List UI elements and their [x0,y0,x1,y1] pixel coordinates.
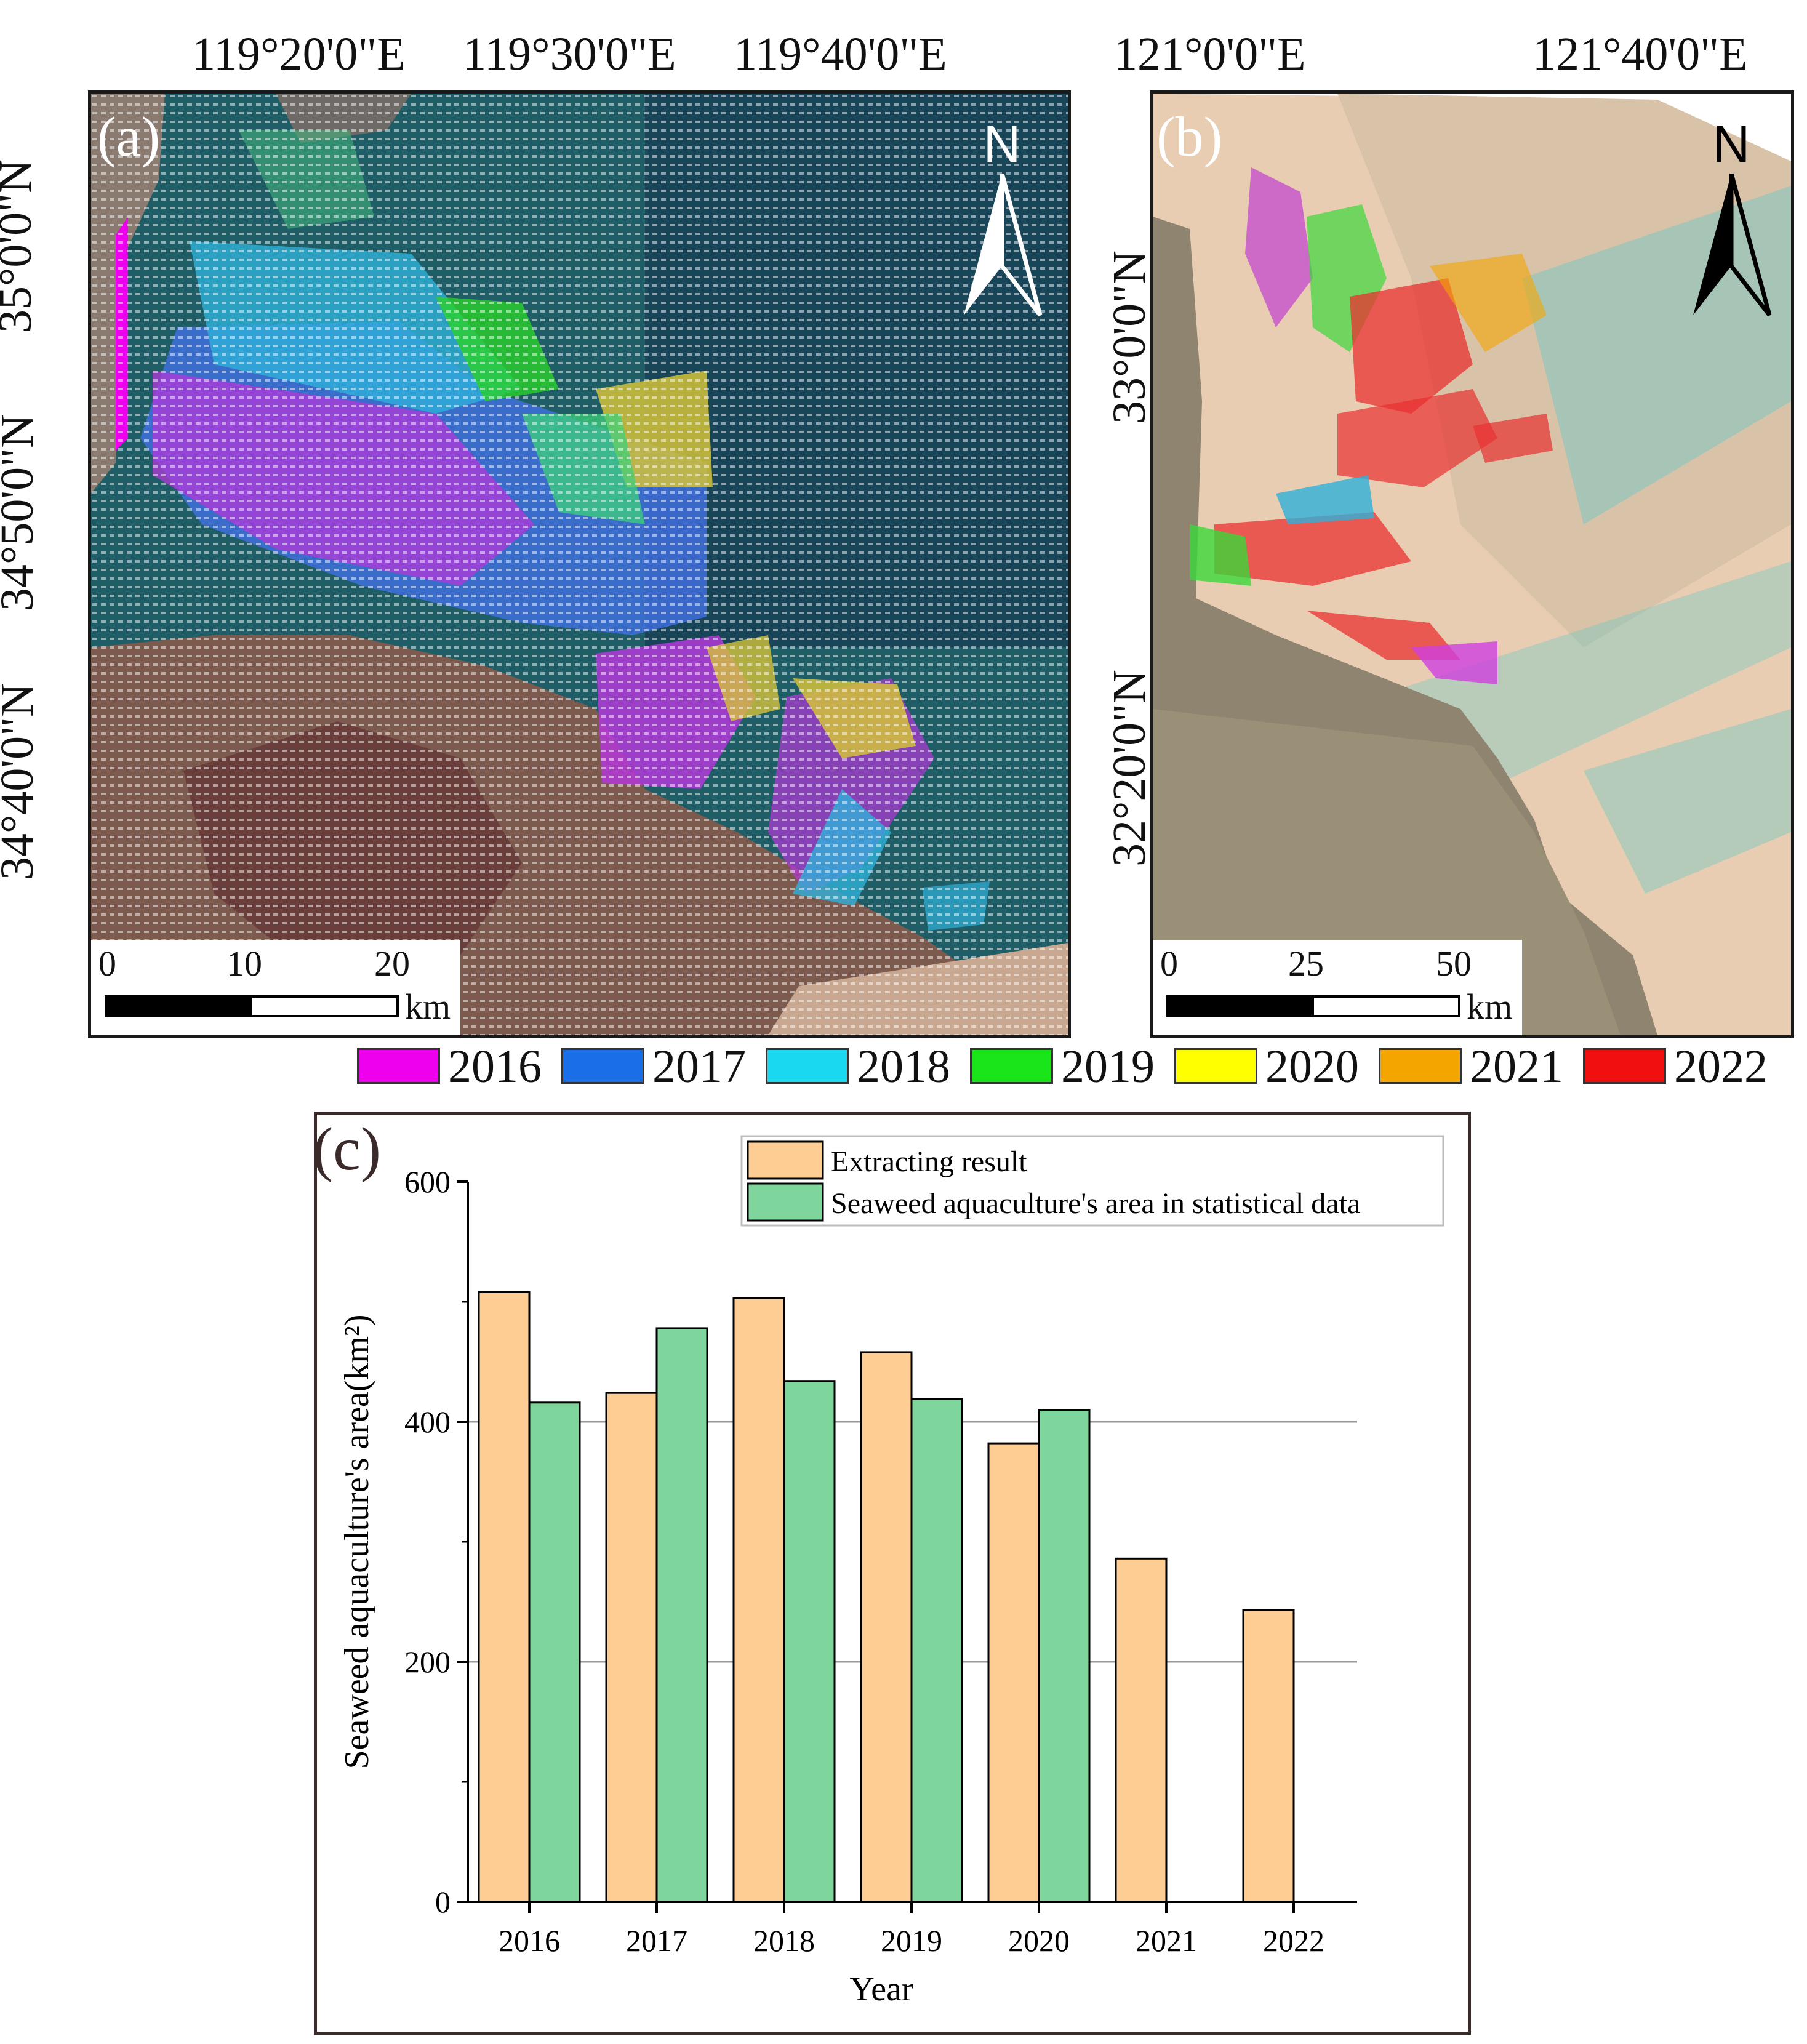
north-arrow-icon [1693,174,1772,317]
legend-swatch [357,1048,440,1084]
legend-swatch [1174,1048,1257,1084]
bar-extracting-2019 [860,1351,913,1903]
panel-b-lon-tick-1: 121°0'0"E [1114,28,1306,80]
x-tick-label: 2021 [1136,1923,1197,1958]
scale-unit: km [405,987,451,1027]
bar-extracting-2022 [1242,1609,1295,1903]
panel-b-lon-tick-2: 121°40'0"E [1533,28,1748,80]
panel-b-satellite-image [1153,94,1791,1035]
legend-swatch [766,1048,849,1084]
scale-label-2: 50 [1436,944,1472,984]
legend-label: 2018 [857,1041,950,1092]
y-tick-label: 0 [435,1885,451,1919]
panel-a-north-arrow: N [953,118,1051,352]
scale-label-0: 0 [1160,944,1178,984]
legend-box [740,1135,1444,1227]
bar-extracting-2018 [732,1297,785,1903]
y-tick-label: 600 [404,1164,451,1199]
legend-label: 2019 [1061,1041,1155,1092]
panel-a-satellite-image [91,94,1068,1035]
x-tick-label: 2016 [499,1923,560,1958]
bar-extracting-2021 [1115,1557,1168,1903]
panel-a-label: (a) [97,105,161,168]
north-arrow-icon [964,174,1043,317]
panel-c-label: (c) [313,1115,381,1183]
panel-a-lon-tick-2: 119°30'0"E [463,28,676,80]
legend-swatch [970,1048,1053,1084]
bar-statistical-2020 [1038,1409,1091,1903]
legend-label: 2016 [448,1041,542,1092]
bar-statistical-2017 [655,1327,708,1903]
legend-swatch-statistical [747,1182,824,1222]
panel-b-map: (b) N 0 25 50 km [1150,90,1794,1038]
x-tick-label: 2019 [881,1923,942,1958]
legend-label: 2022 [1674,1041,1768,1092]
x-tick-label: 2020 [1008,1923,1070,1958]
bar-statistical-2018 [783,1380,836,1903]
scale-label-1: 10 [226,944,262,984]
year-legend: 2016 2017 2018 2019 2020 2021 2022 [357,1043,1791,1105]
legend-swatch-extracting [747,1140,824,1180]
bar-statistical-2016 [528,1401,581,1903]
panel-a-map: (a) N 0 10 20 km [88,90,1071,1038]
legend-label-statistical: Seaweed aquaculture's area in statistica… [831,1187,1360,1220]
panel-b-scale-bar: 0 25 50 km [1153,940,1522,1035]
legend-label: 2021 [1470,1041,1563,1092]
legend-swatch [561,1048,644,1084]
x-axis-title: Year [849,1970,913,2008]
panel-c-frame [314,1112,1471,2035]
panel-b-label: (b) [1156,105,1223,168]
bar-extracting-2016 [478,1291,531,1903]
panel-b-north-arrow: N [1682,118,1781,352]
x-tick-label: 2018 [753,1923,815,1958]
bar-statistical-2019 [910,1398,963,1903]
x-tick-label: 2017 [626,1923,687,1958]
y-axis-title: Seaweed aquaculture's area(km²) [338,1315,376,1769]
panel-a-lon-tick-3: 119°40'0"E [734,28,947,80]
scale-label-0: 0 [98,944,116,984]
legend-swatch [1379,1048,1462,1084]
bar-extracting-2020 [987,1442,1040,1903]
legend-label: 2020 [1265,1041,1359,1092]
legend-swatch [1583,1048,1666,1084]
x-tick-label: 2022 [1263,1923,1324,1958]
bar-extracting-2017 [605,1392,658,1903]
north-letter: N [983,115,1021,173]
legend-label-extracting: Extracting result [831,1145,1027,1178]
scale-label-2: 20 [374,944,410,984]
scale-label-1: 25 [1288,944,1324,984]
y-tick-label: 400 [404,1405,451,1439]
y-tick-label: 200 [404,1645,451,1679]
north-letter-b: N [1712,115,1750,173]
panel-a-lon-tick-1: 119°20'0"E [192,28,406,80]
scale-unit: km [1467,987,1513,1027]
legend-label: 2017 [652,1041,746,1092]
chart-legend: Extracting result Seaweed aquaculture's … [740,1135,1444,1227]
panel-a-scale-bar: 0 10 20 km [91,940,460,1035]
